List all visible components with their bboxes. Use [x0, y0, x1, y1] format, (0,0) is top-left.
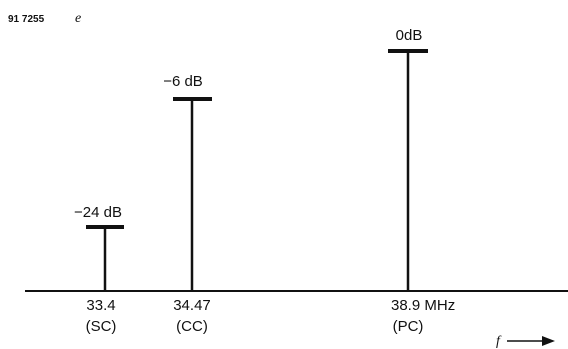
carrier-pc-name: (PC) [393, 318, 424, 335]
frequency-axis-marker: f [496, 334, 555, 349]
carrier-sc-level: −24 dB [74, 204, 122, 221]
carrier-cc: −6 dB 34.47 (CC) [163, 73, 212, 335]
carrier-sc-frequency: 33.4 [86, 297, 115, 314]
carrier-pc: 0dB 38.9 MHz (PC) [388, 27, 455, 335]
carrier-cc-frequency: 34.47 [173, 297, 211, 314]
carrier-sc-name: (SC) [86, 318, 117, 335]
carrier-pc-level: 0dB [396, 27, 423, 44]
figure-id-letter: e [75, 11, 81, 26]
frequency-arrow-head-icon [542, 336, 555, 346]
carrier-cc-level: −6 dB [163, 73, 203, 90]
carrier-pc-frequency: 38.9 MHz [391, 297, 455, 314]
figure-id: 91 7255 [8, 14, 45, 25]
carrier-sc: −24 dB 33.4 (SC) [74, 204, 124, 335]
frequency-axis-letter: f [496, 334, 502, 349]
carrier-cc-name: (CC) [176, 318, 208, 335]
